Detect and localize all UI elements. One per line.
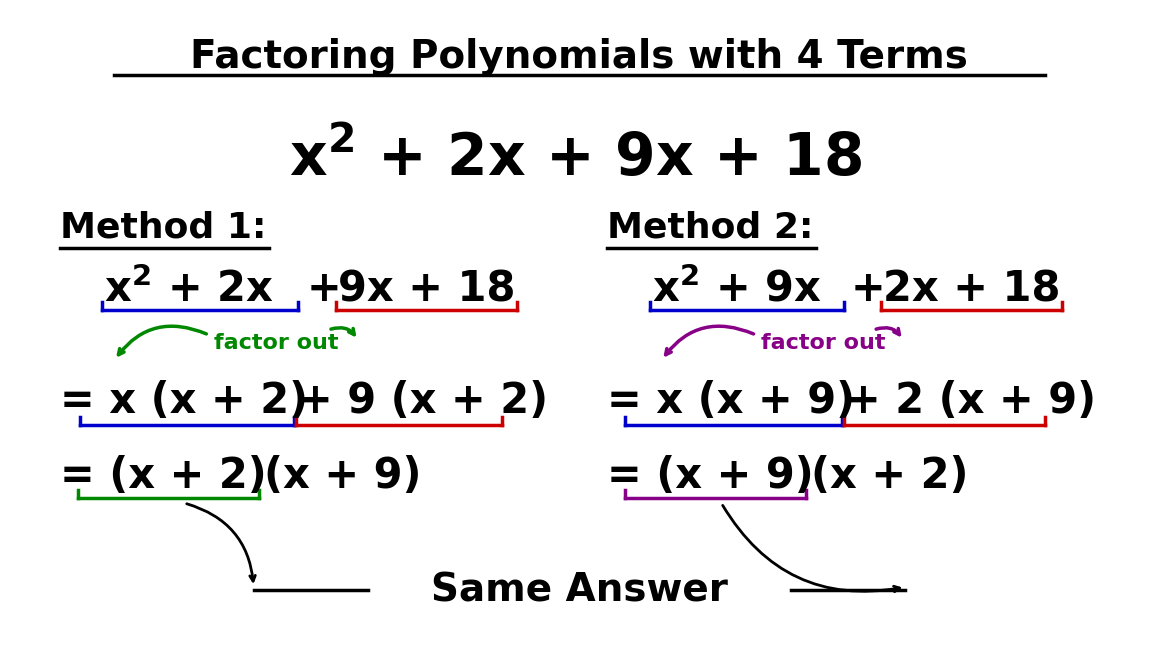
Text: Method 2:: Method 2: [607, 210, 813, 244]
Text: 9x + 18: 9x + 18 [338, 268, 516, 310]
Text: factor out: factor out [761, 333, 885, 353]
Text: = x (x + 2): = x (x + 2) [59, 380, 308, 422]
Text: + 2 (x + 9): + 2 (x + 9) [846, 380, 1096, 422]
Text: x$^{\mathbf{2}}$ + 2x: x$^{\mathbf{2}}$ + 2x [105, 268, 274, 310]
Text: Factoring Polynomials with 4 Terms: Factoring Polynomials with 4 Terms [190, 38, 968, 76]
Text: +: + [850, 268, 885, 310]
Text: +: + [306, 268, 341, 310]
Text: + 9 (x + 2): + 9 (x + 2) [298, 380, 549, 422]
Text: Same Answer: Same Answer [431, 571, 727, 609]
Text: x$^{\mathbf{2}}$ + 9x: x$^{\mathbf{2}}$ + 9x [651, 268, 821, 310]
Text: = (x + 9): = (x + 9) [607, 455, 813, 497]
Text: factor out: factor out [214, 333, 338, 353]
Text: = (x + 2): = (x + 2) [59, 455, 267, 497]
Text: 2x + 18: 2x + 18 [883, 268, 1061, 310]
Text: = x (x + 9): = x (x + 9) [607, 380, 855, 422]
Text: Method 1:: Method 1: [59, 210, 266, 244]
Text: x$^{\mathbf{2}}$ + 2x + 9x + 18: x$^{\mathbf{2}}$ + 2x + 9x + 18 [289, 130, 861, 188]
Text: (x + 9): (x + 9) [263, 455, 421, 497]
Text: (x + 2): (x + 2) [811, 455, 968, 497]
